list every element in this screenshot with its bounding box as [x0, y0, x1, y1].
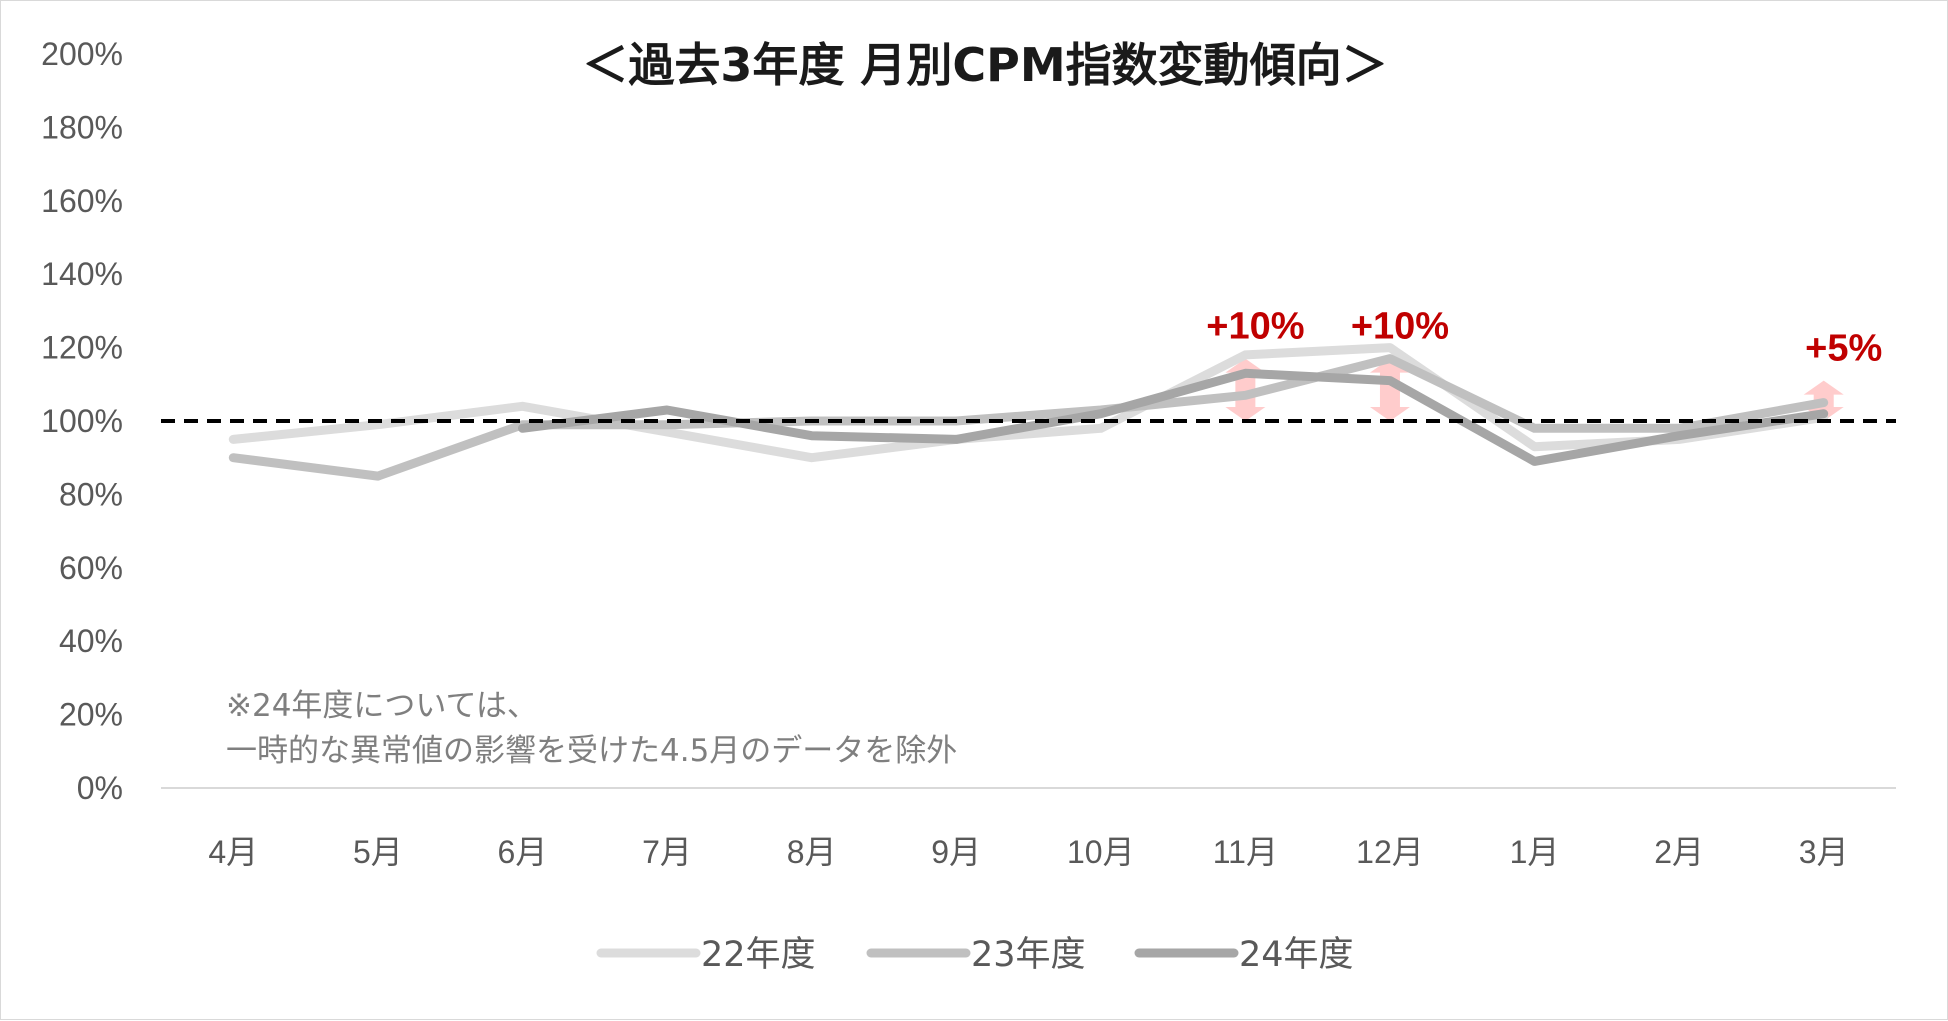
y-tick-200: 200%: [41, 36, 123, 72]
note-line-2: 一時的な異常値の影響を受けた4.5月のデータを除外: [226, 733, 957, 769]
legend-label-3: 24年度: [1239, 935, 1354, 975]
chart-note: ※24年度については、 一時的な異常値の影響を受けた4.5月のデータを除外: [226, 688, 957, 769]
note-line-1: ※24年度については、: [226, 688, 538, 724]
series-lines: [228, 343, 1829, 481]
y-tick-80: 80%: [59, 476, 123, 512]
legend-label-1: 22年度: [701, 935, 816, 975]
annotation-label-2: +10%: [1351, 306, 1449, 348]
y-axis-ticks: 0% 20% 40% 60% 80% 100% 120% 140% 160% 180% 200%: [41, 36, 123, 806]
chart-title: ＜過去3年度 月別CPM指数変動傾向＞: [582, 38, 1387, 92]
x-tick-1: 4月: [208, 834, 258, 870]
y-tick-120: 120%: [41, 330, 123, 366]
annotation-label-3: +5%: [1805, 328, 1882, 370]
x-tick-4: 7月: [642, 834, 692, 870]
annotation-labels: +10% +10% +5%: [1206, 306, 1882, 370]
x-tick-6: 9月: [931, 834, 981, 870]
x-tick-11: 2月: [1654, 834, 1704, 870]
y-tick-20: 20%: [59, 697, 123, 733]
y-tick-180: 180%: [41, 109, 123, 145]
x-tick-9: 12月: [1356, 834, 1424, 870]
y-tick-140: 140%: [41, 256, 123, 292]
legend-label-2: 23年度: [971, 935, 1086, 975]
annotation-label-1: +10%: [1206, 306, 1304, 348]
x-tick-2: 5月: [353, 834, 403, 870]
y-tick-0: 0%: [77, 770, 123, 806]
y-tick-40: 40%: [59, 623, 123, 659]
y-tick-100: 100%: [41, 403, 123, 439]
x-tick-10: 1月: [1510, 834, 1560, 870]
x-tick-8: 11月: [1213, 834, 1278, 870]
series-line-1: [228, 343, 1829, 463]
x-tick-3: 6月: [498, 834, 548, 870]
x-tick-12: 3月: [1799, 834, 1849, 870]
x-tick-5: 8月: [787, 834, 837, 870]
legend: 22年度 23年度 24年度: [596, 935, 1354, 975]
change-arrow-2: [1369, 358, 1410, 421]
x-axis-ticks: 4月 5月 6月 7月 8月 9月 10月 11月 12月 1月 2月 3月: [208, 834, 1848, 870]
series-line-2: [228, 354, 1829, 481]
series-line-3: [518, 368, 1829, 466]
y-tick-60: 60%: [59, 550, 123, 586]
x-tick-7: 10月: [1067, 834, 1135, 870]
y-tick-160: 160%: [41, 183, 123, 219]
